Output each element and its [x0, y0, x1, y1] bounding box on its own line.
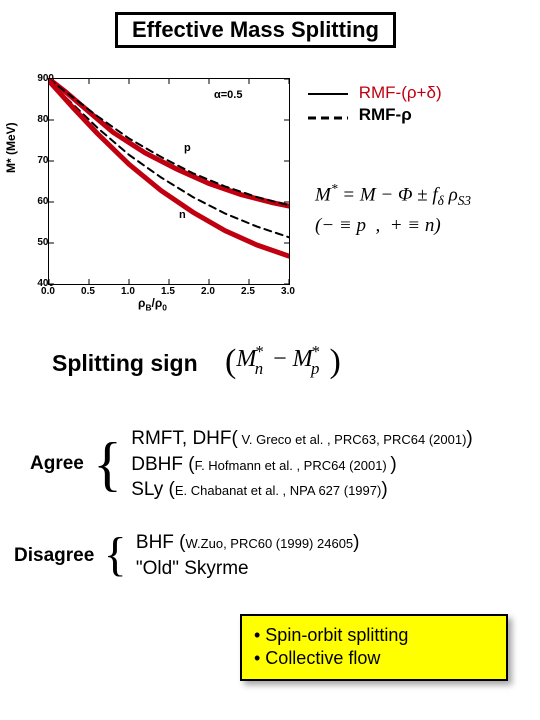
disagree-block: Disagree { BHF (W.Zuo, PRC60 (1999) 2460…	[14, 530, 359, 581]
legend-label-dashed: RMF-ρ	[359, 105, 412, 124]
xtick: 0.5	[78, 286, 98, 297]
series-label-p: p	[184, 142, 191, 154]
mn-mp-expression: (M*n− M*p)	[225, 342, 341, 381]
chart-ylabel: M* (MeV)	[4, 122, 18, 173]
legend-line-icon	[308, 93, 348, 95]
xtick: 2.0	[198, 286, 218, 297]
effective-mass-chart: M* (MeV) 900 800 700 600 500 400 0.0 0.5…	[8, 78, 298, 308]
agree-label: Agree	[30, 453, 84, 475]
agree-items: RMFT, DHF( V. Greco et al. , PRC63, PRC6…	[131, 426, 473, 503]
series-label-n: n	[179, 209, 186, 221]
equation-line1: M* = M − Φ ± fδ ρS3	[315, 178, 471, 211]
highlight-line: • Collective flow	[254, 647, 494, 670]
brace-icon: {	[93, 440, 122, 488]
legend-row-solid: RMF-(ρ+δ)	[308, 82, 442, 104]
alpha-label: α=0.5	[214, 89, 242, 101]
legend-row-dashed: RMF-ρ	[308, 104, 442, 126]
highlight-line: • Spin-orbit splitting	[254, 624, 494, 647]
chart-xlabel: ρB/ρ0	[138, 296, 167, 312]
legend-label-solid: RMF-(ρ+δ)	[359, 83, 442, 102]
brace-icon: {	[104, 536, 127, 574]
list-item: "Old" Skyrme	[136, 556, 360, 582]
equation-line2: (− ≡ p , + ≡ n)	[315, 211, 471, 241]
plot-box: α=0.5 p n	[48, 78, 290, 285]
xtick: 1.0	[118, 286, 138, 297]
page-title: Effective Mass Splitting	[115, 12, 396, 48]
splitting-sign-heading: Splitting sign	[52, 350, 198, 377]
xtick: 3.0	[278, 286, 298, 297]
equation-block: M* = M − Φ ± fδ ρS3 (− ≡ p , + ≡ n)	[315, 178, 471, 242]
disagree-label: Disagree	[14, 545, 94, 567]
chart-svg	[49, 79, 289, 284]
chart-legend: RMF-(ρ+δ) RMF-ρ	[308, 82, 442, 126]
disagree-items: BHF (W.Zuo, PRC60 (1999) 24605) "Old" Sk…	[136, 530, 360, 581]
highlights-box: • Spin-orbit splitting • Collective flow	[240, 614, 508, 681]
list-item: SLy (E. Chabanat et al. , NPA 627 (1997)…	[131, 477, 473, 503]
xtick: 2.5	[238, 286, 258, 297]
agree-block: Agree { RMFT, DHF( V. Greco et al. , PRC…	[30, 426, 473, 503]
list-item: RMFT, DHF( V. Greco et al. , PRC63, PRC6…	[131, 426, 473, 452]
xtick: 0.0	[38, 286, 58, 297]
list-item: DBHF (F. Hofmann et al. , PRC64 (2001) )	[131, 452, 473, 478]
list-item: BHF (W.Zuo, PRC60 (1999) 24605)	[136, 530, 360, 556]
